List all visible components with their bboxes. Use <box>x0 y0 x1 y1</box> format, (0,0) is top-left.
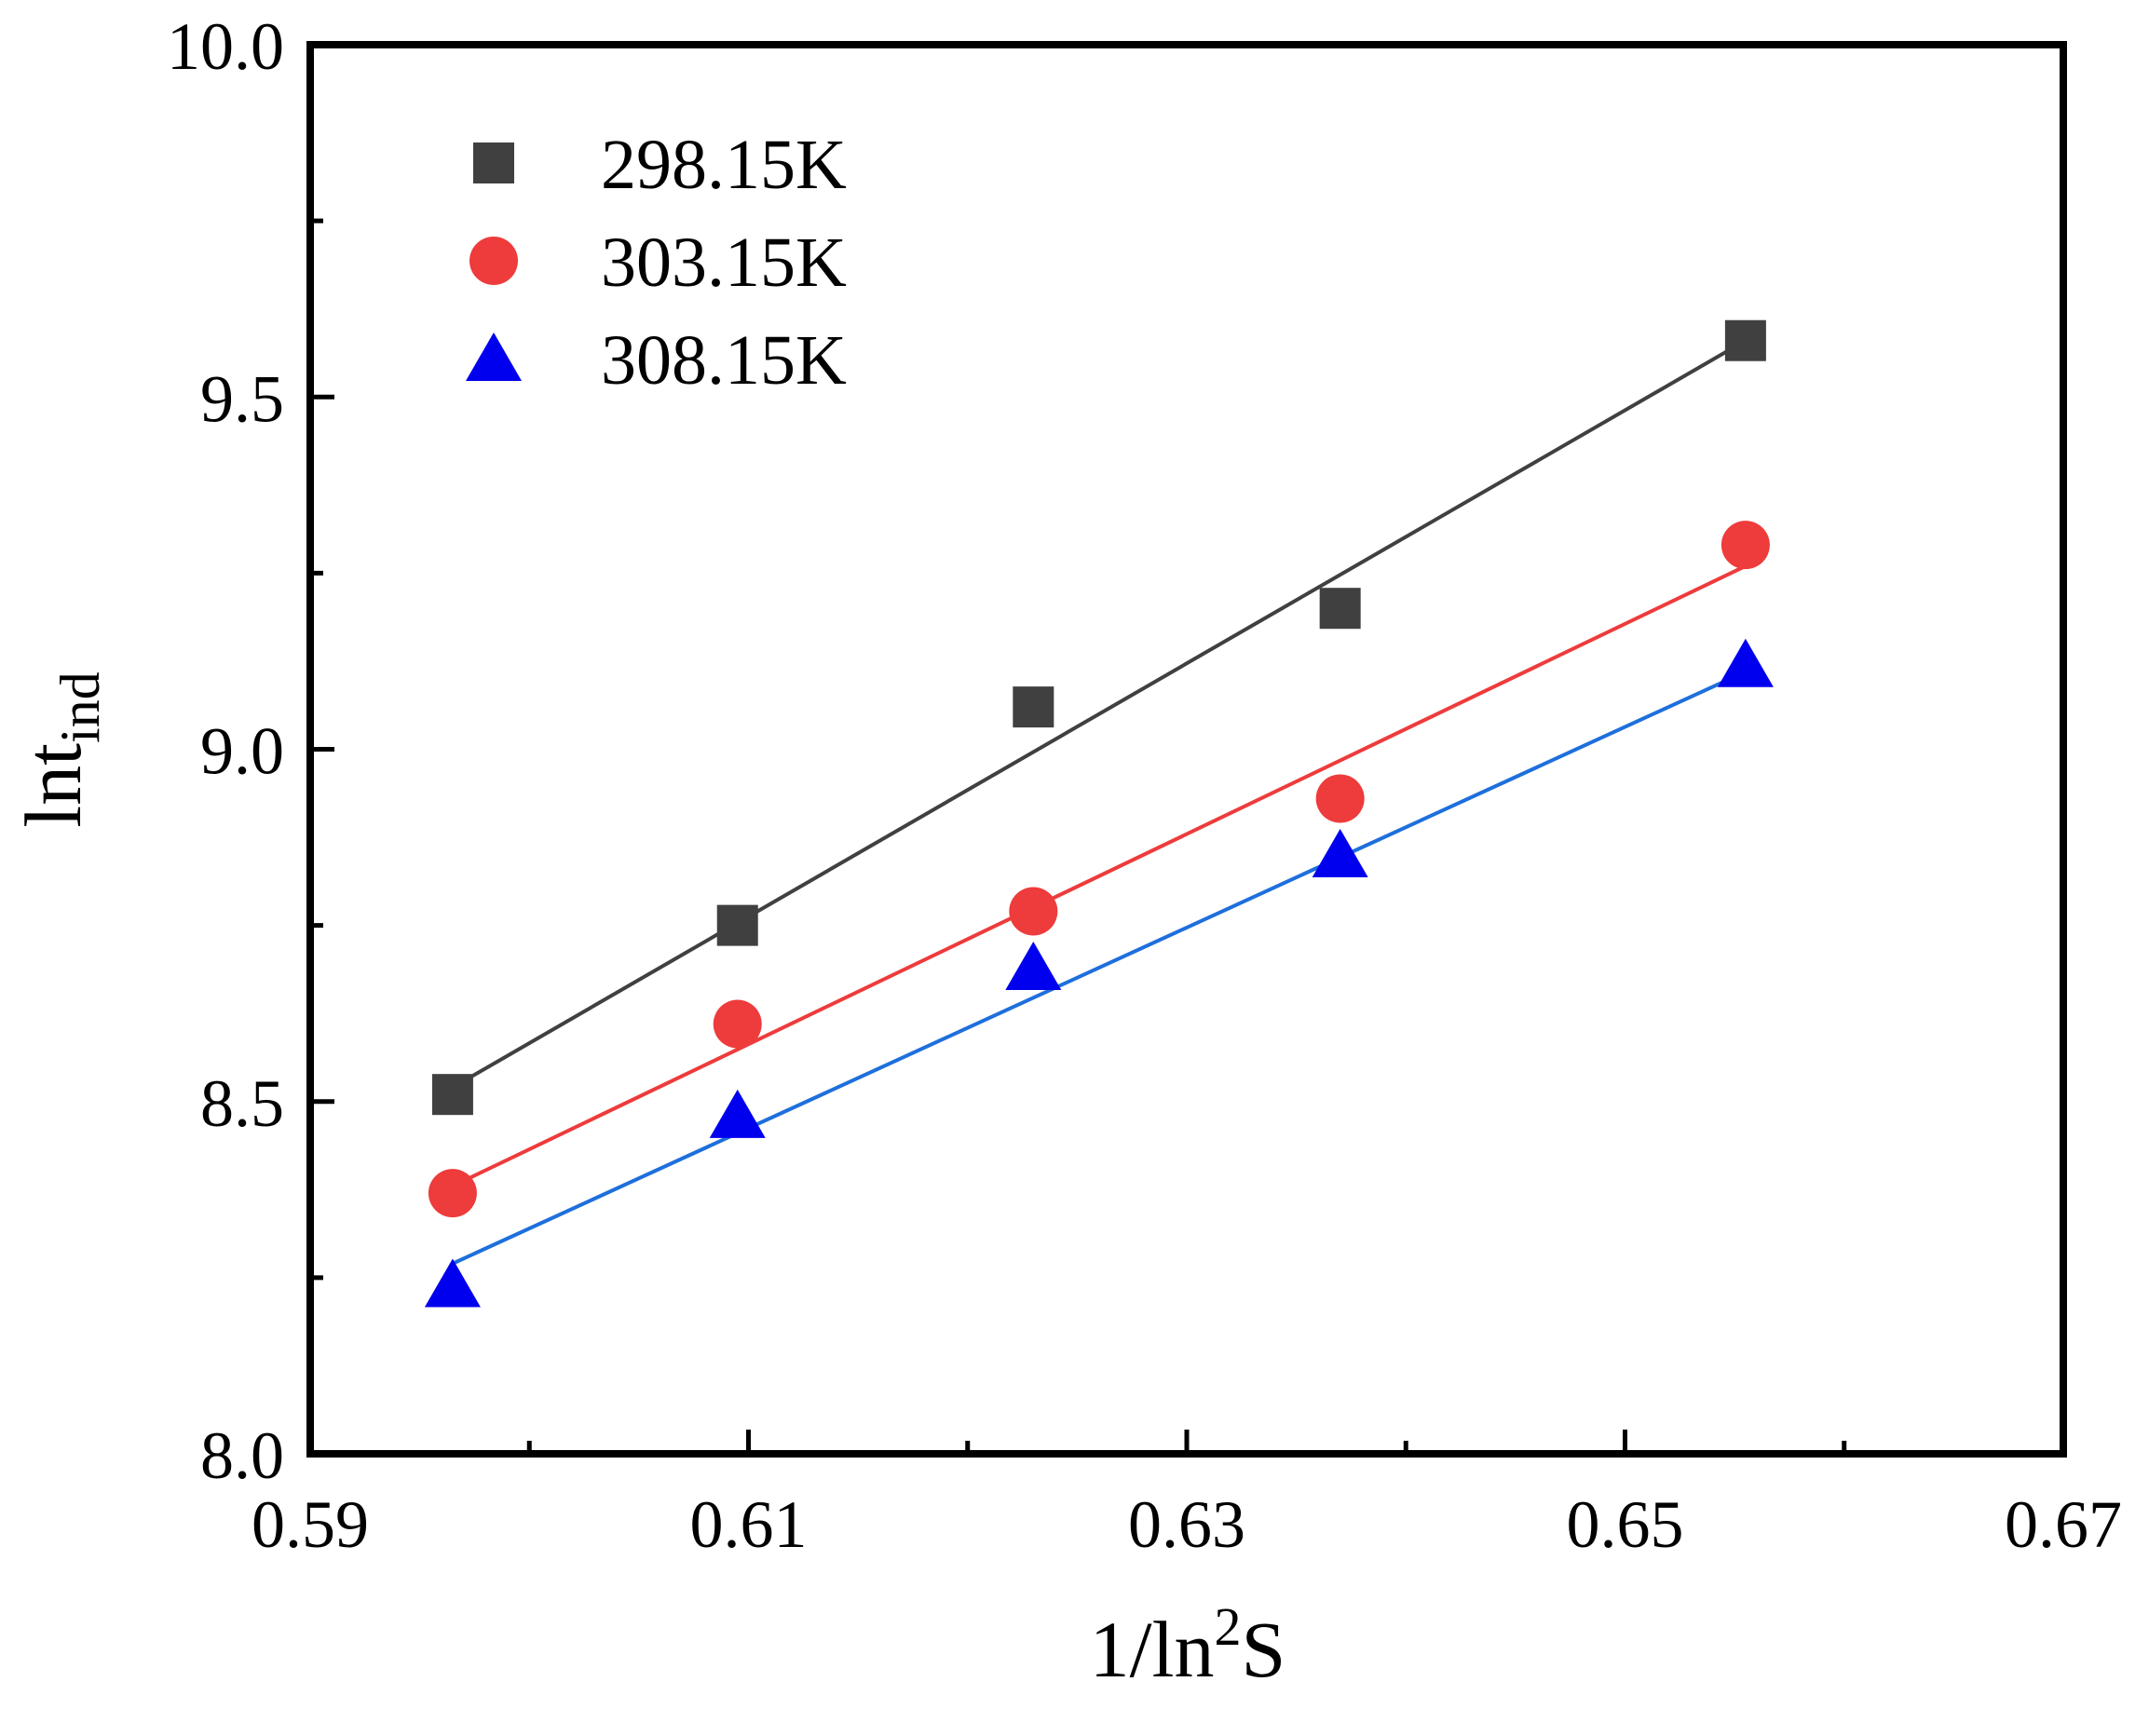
legend-marker-308.15K <box>466 332 522 381</box>
legend-label: 298.15K <box>601 126 847 204</box>
fit-line-298.15K <box>451 338 1747 1090</box>
y-axis-label-subscript: ind <box>49 671 111 743</box>
data-point-308.15K <box>1312 828 1368 877</box>
data-point-303.15K <box>1721 521 1770 570</box>
x-axis-label-tail: S <box>1241 1605 1285 1694</box>
data-point-303.15K <box>428 1169 477 1218</box>
y-tick-label: 8.5 <box>200 1066 284 1141</box>
y-axis-label-main: lnt <box>8 743 98 828</box>
tick-labels: 0.59 0.61 0.63 0.65 0.67 8.0 8.5 9.0 9.5 10.0 <box>167 9 2122 1562</box>
data-point-298.15K <box>1013 686 1054 728</box>
data-point-303.15K <box>1315 774 1365 823</box>
fit-lines <box>451 338 1747 1266</box>
legend: 298.15K 303.15K 308.15K <box>466 126 847 400</box>
data-point-308.15K <box>424 1258 481 1308</box>
legend-label: 308.15K <box>601 321 847 400</box>
data-points <box>424 319 1774 1308</box>
data-point-308.15K <box>709 1089 766 1138</box>
fit-line-308.15K <box>452 670 1747 1266</box>
y-tick-label: 8.0 <box>200 1418 284 1493</box>
x-axis-label: 1/ln2S <box>1090 1596 1286 1694</box>
data-point-298.15K <box>431 1074 473 1116</box>
plot-frame <box>306 41 2067 1458</box>
x-axis-label-main: 1/ln <box>1090 1605 1215 1694</box>
data-point-298.15K <box>716 904 758 946</box>
y-axis-label: lntind <box>8 671 111 827</box>
y-tick-label: 9.0 <box>200 714 284 789</box>
x-axis-label-superscript: 2 <box>1214 1596 1241 1657</box>
fit-line-303.15K <box>452 564 1747 1188</box>
y-tick-label: 9.5 <box>200 361 284 436</box>
x-tick-label: 0.59 <box>252 1487 369 1562</box>
x-tick-label: 0.65 <box>1567 1487 1684 1562</box>
data-point-303.15K <box>713 999 762 1049</box>
x-tick-label: 0.67 <box>2005 1487 2122 1562</box>
x-tick-label: 0.63 <box>1128 1487 1245 1562</box>
y-tick-label: 10.0 <box>167 9 284 84</box>
data-point-303.15K <box>1009 887 1058 936</box>
data-point-308.15K <box>1005 942 1062 991</box>
legend-label: 303.15K <box>601 224 847 302</box>
data-point-308.15K <box>1717 638 1774 687</box>
data-point-298.15K <box>1724 319 1766 361</box>
legend-marker-303.15K <box>469 237 518 285</box>
x-tick-label: 0.61 <box>690 1487 808 1562</box>
legend-marker-298.15K <box>473 142 514 183</box>
data-point-298.15K <box>1319 588 1361 630</box>
